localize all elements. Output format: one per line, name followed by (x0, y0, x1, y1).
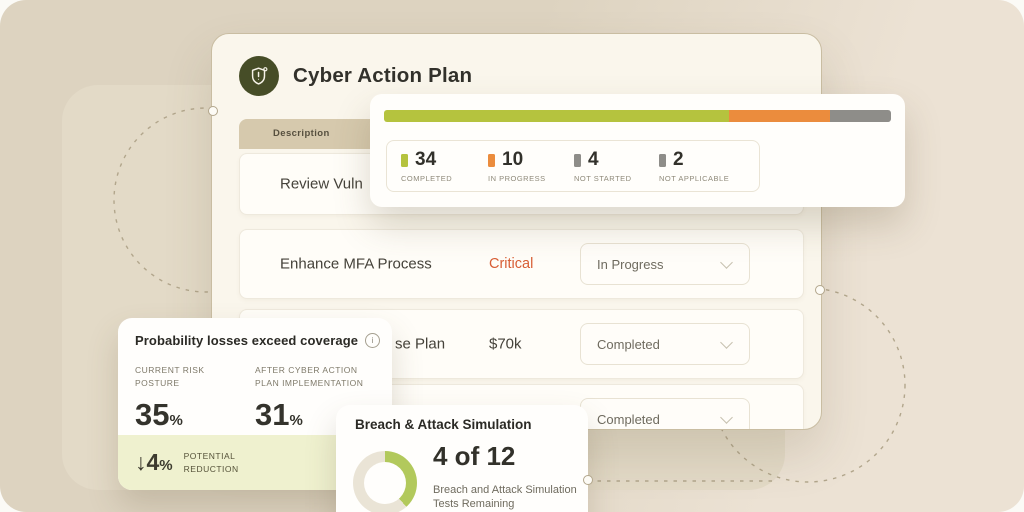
reduction-label: POTENTIAL REDUCTION (183, 450, 239, 474)
info-icon[interactable]: i (365, 333, 381, 348)
metric-after-plan: AFTER CYBER ACTION PLAN IMPLEMENTATION 3… (255, 364, 383, 433)
metric-value: 31 (255, 396, 290, 432)
legend-item-not-applicable: 2 NOT APPLICABLE (659, 149, 729, 183)
legend-label: IN PROGRESS (488, 174, 546, 183)
legend-swatch (659, 153, 666, 167)
legend-swatch (488, 153, 495, 167)
down-arrow-icon: ↓ (135, 449, 147, 475)
simulation-donut (353, 451, 417, 512)
metric-label: AFTER CYBER ACTION PLAN IMPLEMENTATION (255, 365, 364, 388)
status-value: Completed (597, 336, 660, 352)
card-header: Cyber Action Plan (239, 56, 472, 96)
legend-swatch (574, 153, 581, 167)
status-value: Completed (597, 411, 660, 427)
legend-label: NOT STARTED (574, 174, 632, 183)
table-row: Enhance MFA Process Critical In Progress (239, 229, 804, 299)
page-title: Cyber Action Plan (293, 64, 473, 87)
metric-current-risk: CURRENT RISK POSTURE 35% (135, 364, 235, 433)
simulation-card-title: Breach & Attack Simulation (355, 417, 532, 432)
simulation-stat: 4 of 12 (433, 441, 516, 471)
legend-value: 34 (415, 149, 437, 170)
metric-unit: % (169, 411, 183, 429)
connector-node (583, 475, 593, 485)
status-dropdown[interactable]: Completed (580, 323, 750, 365)
breach-simulation-card: Breach & Attack Simulation 4 of 12 Breac… (336, 405, 588, 512)
status-dropdown[interactable]: Completed (580, 398, 750, 429)
risk-card-title: Probability losses exceed coverage (135, 333, 359, 348)
severity-badge: Critical (489, 256, 534, 272)
chevron-down-icon (720, 410, 733, 424)
status-value: In Progress (597, 256, 664, 272)
legend-label: COMPLETED (401, 174, 453, 183)
row-label: Review Vuln (280, 175, 363, 193)
simulation-description: Breach and Attack Simulation Tests Remai… (433, 484, 577, 511)
legend-item-in-progress: 10 IN PROGRESS (488, 149, 546, 183)
progress-segment-not-started (830, 110, 891, 122)
chevron-down-icon (720, 335, 733, 349)
legend-item-not-started: 4 NOT STARTED (574, 149, 632, 183)
chevron-down-icon (720, 255, 733, 269)
progress-summary-card: 34 COMPLETED 10 IN PROGRESS 4 NOT STARTE… (370, 94, 905, 207)
row-label: Enhance MFA Process (280, 255, 432, 273)
reduction-unit: % (159, 457, 173, 474)
risk-posture-card: Probability losses exceed coverage i CUR… (118, 318, 392, 490)
connector-node (815, 285, 825, 295)
metric-unit: % (289, 411, 303, 429)
cost-value: $70k (489, 335, 522, 353)
metric-value: 35 (135, 396, 170, 432)
progress-segment-completed (384, 110, 729, 122)
legend-value: 2 (673, 149, 684, 170)
reduction-value: 4 (146, 449, 160, 475)
legend-item-completed: 34 COMPLETED (401, 149, 452, 183)
metric-label: CURRENT RISK POSTURE (135, 365, 205, 388)
legend-value: 4 (588, 149, 599, 170)
progress-segment-in-progress (728, 110, 831, 122)
connector-node (208, 106, 218, 116)
legend-label: NOT APPLICABLE (659, 174, 730, 183)
donut-hole (364, 462, 406, 504)
legend-box: 34 COMPLETED 10 IN PROGRESS 4 NOT STARTE… (386, 140, 760, 192)
shield-alert-icon (239, 56, 279, 96)
row-label: se Plan (395, 335, 446, 353)
status-dropdown[interactable]: In Progress (580, 243, 750, 285)
legend-value: 10 (502, 149, 524, 170)
progress-bar (384, 110, 891, 122)
legend-swatch (401, 153, 408, 167)
